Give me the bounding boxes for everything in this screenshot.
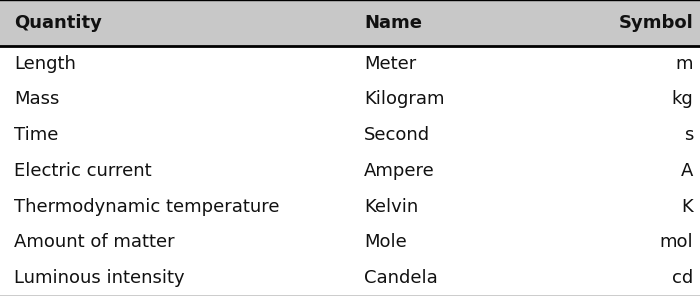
Text: K: K (681, 198, 693, 216)
Text: Luminous intensity: Luminous intensity (14, 269, 185, 287)
Bar (0, 0, 700, 46)
Text: mol: mol (659, 234, 693, 251)
Text: Ampere: Ampere (364, 162, 435, 180)
Text: Mole: Mole (364, 234, 407, 251)
Text: cd: cd (672, 269, 693, 287)
Text: Second: Second (364, 126, 430, 144)
Text: Electric current: Electric current (14, 162, 152, 180)
Text: s: s (684, 126, 693, 144)
Text: Time: Time (14, 126, 58, 144)
Text: kg: kg (671, 91, 693, 108)
Text: m: m (676, 55, 693, 73)
Text: Kelvin: Kelvin (364, 198, 419, 216)
Text: Mass: Mass (14, 91, 60, 108)
Text: Name: Name (364, 14, 422, 32)
Text: Symbol: Symbol (618, 14, 693, 32)
Text: Length: Length (14, 55, 76, 73)
Text: Amount of matter: Amount of matter (14, 234, 174, 251)
Text: Kilogram: Kilogram (364, 91, 444, 108)
Text: Thermodynamic temperature: Thermodynamic temperature (14, 198, 279, 216)
Text: Candela: Candela (364, 269, 438, 287)
Text: A: A (680, 162, 693, 180)
Text: Meter: Meter (364, 55, 416, 73)
Text: Quantity: Quantity (14, 14, 102, 32)
